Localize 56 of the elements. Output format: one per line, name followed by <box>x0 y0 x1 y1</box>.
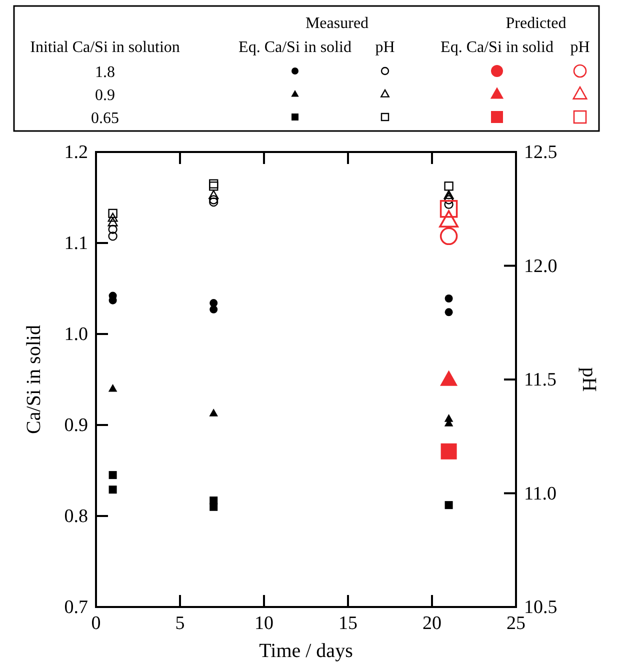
text: 0.9 <box>95 87 115 104</box>
y2-axis-title: pH <box>578 367 600 392</box>
y2-tick-label: 12.5 <box>524 142 558 163</box>
x-tick-label: 0 <box>91 613 101 634</box>
text: pH <box>375 39 396 56</box>
x-tick-label: 5 <box>175 613 185 634</box>
point <box>210 502 218 511</box>
point <box>440 370 458 386</box>
x-tick-label: 10 <box>254 613 274 634</box>
point <box>108 471 117 480</box>
point <box>108 217 118 226</box>
y-tick-label: 0.7 <box>64 597 88 618</box>
point <box>209 179 218 188</box>
point <box>108 384 118 392</box>
point <box>444 294 453 303</box>
text: Eq. Ca/Si in solid <box>440 39 554 56</box>
y2-tick-label: 11.0 <box>524 483 557 504</box>
y2-tick-label: 10.5 <box>524 597 558 618</box>
point <box>440 200 458 218</box>
point <box>108 232 118 241</box>
point <box>444 501 453 510</box>
point <box>440 443 457 460</box>
x-tick-label: 25 <box>506 613 526 634</box>
x-tick-label: 15 <box>338 613 358 634</box>
text: 1.8 <box>95 64 115 81</box>
point <box>208 190 219 200</box>
text: Predicted <box>506 15 566 32</box>
point <box>210 305 218 314</box>
point <box>444 182 454 191</box>
y-tick-label: 1.1 <box>64 233 88 254</box>
text: pH <box>570 39 590 56</box>
point <box>444 190 454 200</box>
point <box>108 224 118 234</box>
x-axis-title: Time / days <box>259 640 354 662</box>
text: Measured <box>305 15 369 32</box>
point <box>439 210 458 228</box>
y-tick-label: 0.8 <box>64 506 88 527</box>
y2-tick-label: 11.5 <box>524 370 557 390</box>
y-axis-title: Ca/Si in solid <box>23 325 45 434</box>
point <box>444 308 453 316</box>
y-tick-label: 0.9 <box>64 415 88 436</box>
point <box>108 486 117 494</box>
point <box>209 408 218 416</box>
text: Initial Ca/Si in solution <box>30 39 180 56</box>
text: 0.65 <box>91 110 119 127</box>
y2-tick-label: 12.0 <box>524 256 558 277</box>
text: Eq. Ca/Si in solid <box>238 39 352 56</box>
x-tick-label: 20 <box>422 613 442 634</box>
y-tick-label: 1.2 <box>64 142 88 163</box>
point <box>209 182 218 191</box>
point <box>108 212 118 222</box>
y-tick-label: 1.0 <box>64 324 88 345</box>
point <box>209 195 218 204</box>
point <box>108 208 118 218</box>
point <box>440 227 458 246</box>
point <box>209 197 218 207</box>
